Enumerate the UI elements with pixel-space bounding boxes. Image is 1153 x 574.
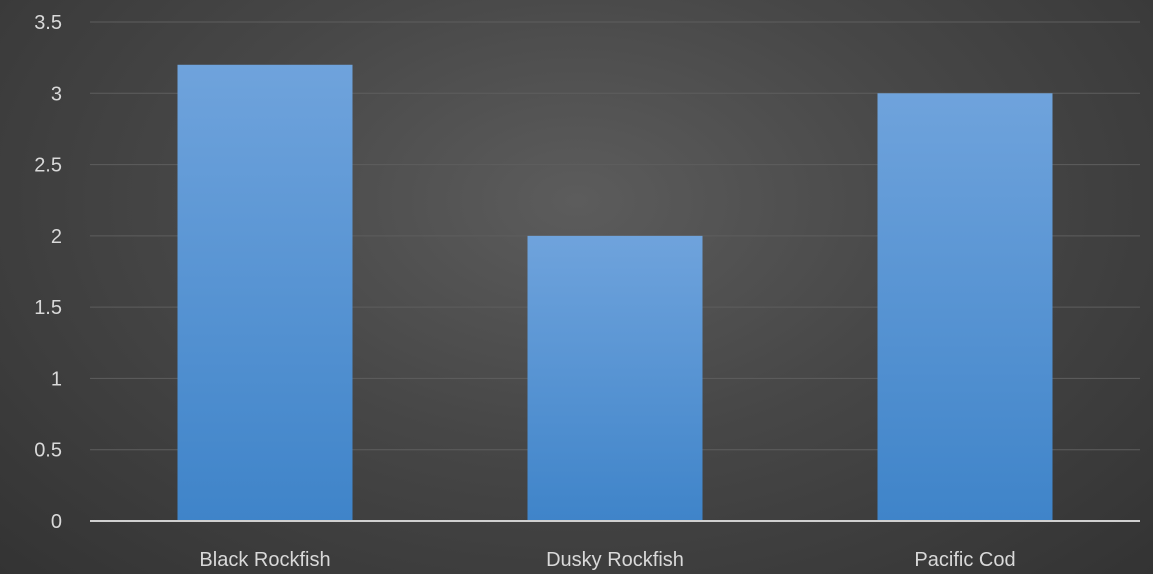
x-category-label: Pacific Cod — [914, 549, 1015, 571]
y-tick-label: 2 — [51, 226, 62, 248]
bars — [177, 64, 1053, 522]
x-axis-category-labels: Black Rockfish Dusky Rockfish Pacific Cod — [199, 549, 1015, 571]
y-tick-label: 2.5 — [34, 155, 62, 177]
y-tick-label: 1 — [51, 368, 62, 390]
x-category-label: Dusky Rockfish — [546, 549, 684, 571]
y-tick-label: 3 — [51, 83, 62, 105]
bar-pacific-cod — [877, 93, 1053, 522]
x-category-label: Black Rockfish — [199, 549, 330, 571]
y-tick-label: 0.5 — [34, 440, 62, 462]
y-axis-ticks: 0 0.5 1 1.5 2 2.5 3 3.5 — [34, 12, 62, 533]
y-tick-label: 3.5 — [34, 12, 62, 34]
bar-dusky-rockfish — [527, 235, 703, 521]
y-tick-label: 1.5 — [34, 297, 62, 319]
y-tick-label: 0 — [51, 511, 62, 533]
bar-black-rockfish — [177, 64, 353, 522]
